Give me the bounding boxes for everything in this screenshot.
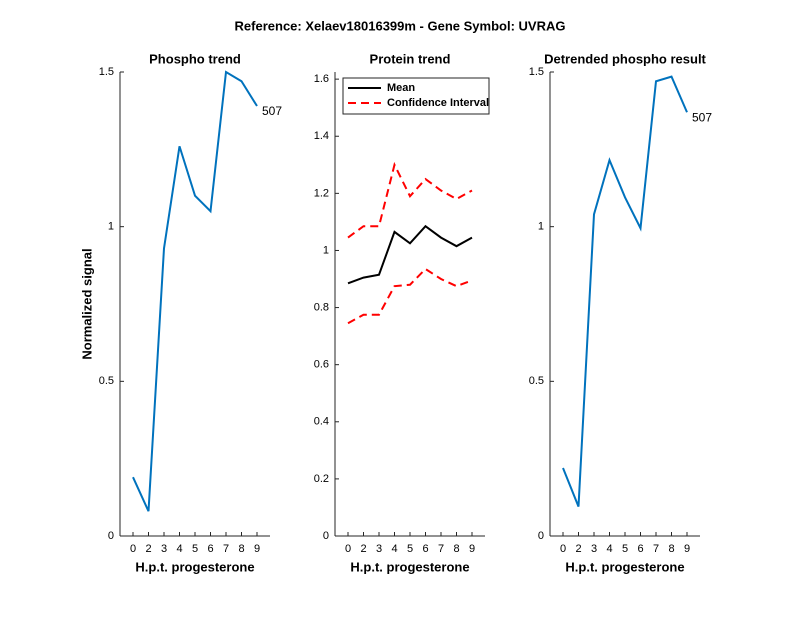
data-line <box>562 75 688 507</box>
subplot-title: Phospho trend <box>149 51 241 66</box>
x-axis-label: H.p.t. progesterone <box>350 559 469 574</box>
data-line <box>132 70 258 512</box>
subplot-title: Detrended phospho result <box>544 51 706 66</box>
x-tick-label: 9 <box>684 543 690 555</box>
y-tick-label: 0.5 <box>529 375 544 387</box>
x-tick-label: 4 <box>606 543 612 555</box>
x-tick-label: 2 <box>145 543 151 555</box>
x-tick-label: 7 <box>653 543 659 555</box>
y-tick-label: 1.6 <box>314 73 329 85</box>
x-tick-label: 7 <box>223 543 229 555</box>
x-tick-label: 3 <box>591 543 597 555</box>
y-tick-label: 0 <box>323 530 329 542</box>
y-tick-label: 1 <box>538 221 544 233</box>
subplot-title: Protein trend <box>370 51 451 66</box>
x-tick-label: 0 <box>130 543 136 555</box>
x-tick-label: 6 <box>207 543 213 555</box>
x-tick-label: 8 <box>453 543 459 555</box>
x-tick-label: 8 <box>668 543 674 555</box>
y-tick-label: 1.4 <box>314 130 329 142</box>
x-tick-label: 8 <box>238 543 244 555</box>
legend-label: Mean <box>387 82 415 94</box>
y-tick-label: 1 <box>323 244 329 256</box>
data-line <box>347 224 473 285</box>
y-tick-label: 1.2 <box>314 187 329 199</box>
y-tick-label: 0.5 <box>99 375 114 387</box>
y-tick-label: 0 <box>108 530 114 542</box>
x-tick-label: 4 <box>391 543 397 555</box>
x-tick-label: 3 <box>161 543 167 555</box>
y-tick-label: 0.2 <box>314 473 329 485</box>
data-line <box>347 161 473 239</box>
y-axis-label: Normalized signal <box>79 248 94 359</box>
y-tick-label: 1.5 <box>99 66 114 78</box>
y-tick-label: 0.8 <box>314 301 329 313</box>
x-tick-label: 6 <box>637 543 643 555</box>
data-line <box>347 267 473 325</box>
legend-box <box>342 77 490 115</box>
y-tick-label: 1.5 <box>529 66 544 78</box>
x-tick-label: 2 <box>360 543 366 555</box>
x-tick-label: 5 <box>622 543 628 555</box>
annotation: 507 <box>692 110 712 124</box>
x-tick-label: 5 <box>192 543 198 555</box>
x-tick-label: 3 <box>376 543 382 555</box>
x-axis-label: H.p.t. progesterone <box>565 559 684 574</box>
y-tick-label: 0.4 <box>314 416 329 428</box>
x-tick-label: 9 <box>254 543 260 555</box>
x-tick-label: 4 <box>176 543 182 555</box>
y-tick-label: 0.6 <box>314 359 329 371</box>
annotation: 507 <box>262 104 282 118</box>
x-axis-label: H.p.t. progesterone <box>135 559 254 574</box>
x-tick-label: 0 <box>560 543 566 555</box>
figure-title: Reference: Xelaev18016399m - Gene Symbol… <box>235 18 566 33</box>
y-tick-label: 0 <box>538 530 544 542</box>
y-tick-label: 1 <box>108 221 114 233</box>
x-tick-label: 9 <box>469 543 475 555</box>
legend-label: Confidence Interval <box>387 97 489 109</box>
x-tick-label: 2 <box>575 543 581 555</box>
x-tick-label: 7 <box>438 543 444 555</box>
x-tick-label: 5 <box>407 543 413 555</box>
x-tick-label: 6 <box>422 543 428 555</box>
x-tick-label: 0 <box>345 543 351 555</box>
